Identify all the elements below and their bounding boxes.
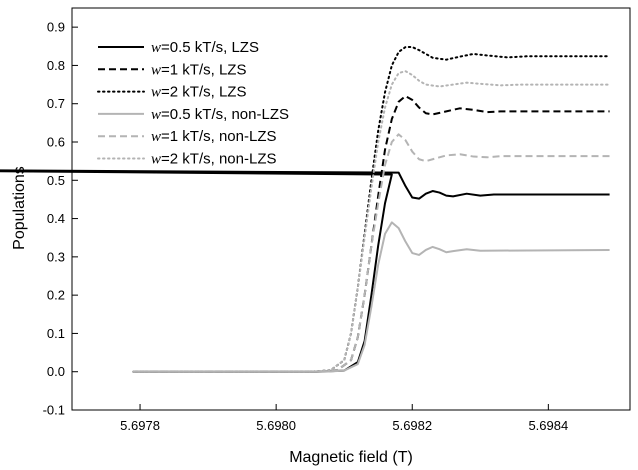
legend-variable: w (151, 107, 161, 123)
y-tick-label: 0.0 (47, 364, 65, 379)
legend-text: =2 kT/s, LZS (161, 84, 246, 101)
x-axis-ticks: 5.6978 5.6980 5.6982 5.6984 (120, 404, 568, 433)
y-tick-label: 0.2 (47, 288, 65, 303)
series-line-4 (133, 221, 610, 373)
x-tick-label: 5.6984 (528, 418, 568, 433)
legend-label: w=2 kT/s, non-LZS (151, 151, 276, 168)
legend-label: w=1 kT/s, non-LZS (151, 128, 276, 145)
x-tick-label: 5.6978 (120, 418, 160, 433)
series-line-1 (0, 169, 610, 373)
legend-label: w=2 kT/s, LZS (151, 84, 246, 101)
y-axis-ticks: -0.1 0.0 0.1 0.2 0.3 0.4 0.5 0.6 0.7 0.8 0.9 (43, 20, 78, 418)
series-line-6 (132, 70, 611, 373)
y-tick-label: 0.7 (47, 96, 65, 111)
y-tick-label: 0.5 (47, 173, 65, 188)
y-tick-label: 0.6 (47, 135, 65, 150)
y-tick-label: 0.4 (47, 211, 65, 226)
series-layer (0, 46, 611, 373)
series-line-5 (133, 133, 610, 373)
legend-text: =0.5 kT/s, non-LZS (161, 106, 289, 123)
legend-text: =1 kT/s, LZS (161, 61, 246, 78)
y-tick-label: 0.9 (47, 20, 65, 35)
legend-label: w=1 kT/s, LZS (151, 61, 246, 78)
x-axis-title: Magnetic field (T) (289, 449, 413, 466)
legend-variable: w (151, 85, 161, 101)
legend-text: =0.5 kT/s, LZS (161, 39, 259, 56)
legend-text: =1 kT/s, non-LZS (161, 128, 276, 145)
y-tick-label: 0.1 (47, 326, 65, 341)
legend-label: w=0.5 kT/s, LZS (151, 39, 259, 56)
plot-frame (71, 7, 631, 411)
legend-variable: w (151, 40, 161, 56)
x-tick-label: 5.6982 (392, 418, 432, 433)
y-tick-label: 0.8 (47, 58, 65, 73)
y-tick-label: -0.1 (43, 403, 65, 418)
legend-text: =2 kT/s, non-LZS (161, 151, 276, 168)
x-tick-label: 5.6980 (256, 418, 296, 433)
legend-variable: w (151, 62, 161, 78)
legend-variable: w (151, 129, 161, 145)
y-axis-title: Populations (11, 166, 28, 250)
legend-variable: w (151, 152, 161, 168)
legend-label: w=0.5 kT/s, non-LZS (151, 106, 289, 123)
y-tick-label: 0.3 (47, 249, 65, 264)
